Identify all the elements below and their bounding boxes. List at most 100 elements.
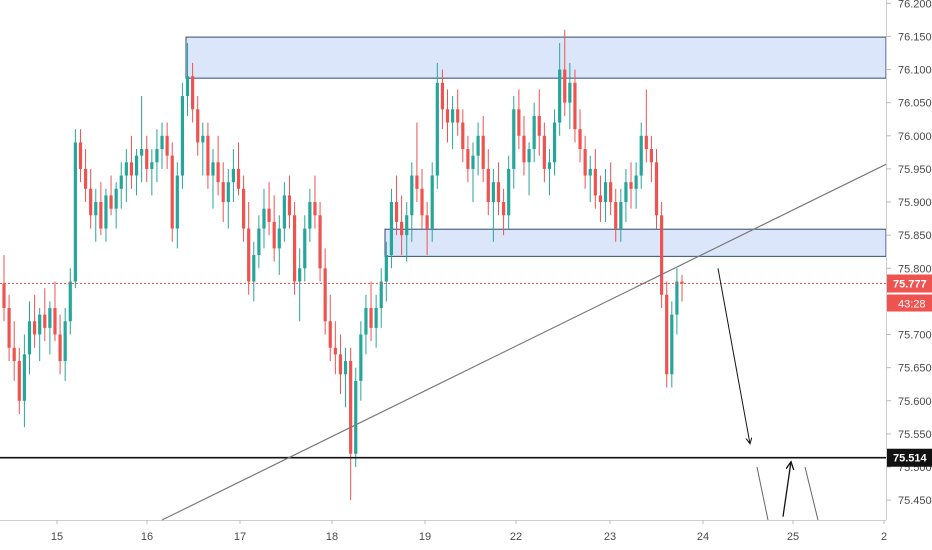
time-tick-label: 16 — [141, 531, 153, 543]
time-tick-label: 19 — [419, 531, 431, 543]
time-tick-label: 25 — [787, 531, 799, 543]
candle-body — [532, 115, 536, 150]
price-tick-label: 76.000 — [898, 131, 932, 143]
candle-body — [298, 268, 302, 282]
candle-body — [12, 347, 16, 362]
price-tick-label: 75.850 — [898, 230, 932, 242]
candle-body — [201, 135, 205, 143]
candle-body — [415, 175, 419, 189]
candle-body — [374, 308, 378, 328]
candle-body — [476, 135, 480, 156]
candle-body — [267, 208, 271, 222]
candle-body — [440, 82, 445, 110]
candle-body — [563, 69, 567, 103]
time-tick-label: 23 — [604, 531, 616, 543]
candle-body — [603, 182, 608, 203]
candle-body — [481, 135, 485, 169]
drawings-layer — [0, 163, 887, 521]
candle-body — [231, 168, 235, 183]
candle-body — [496, 182, 501, 203]
candle-body — [7, 308, 11, 348]
price-tick-label: 75.900 — [898, 197, 932, 209]
candle-body — [634, 175, 638, 189]
candle-body — [369, 308, 373, 328]
candle-body — [394, 202, 399, 222]
candle-body — [53, 308, 57, 335]
candle-body — [2, 283, 6, 309]
candle-body — [145, 149, 149, 169]
candle-body — [338, 354, 343, 375]
candle-body — [124, 162, 128, 176]
price-tick-label: 75.600 — [898, 396, 932, 408]
candle-body — [180, 96, 185, 176]
candle-body — [491, 182, 495, 203]
candle-body — [303, 228, 307, 269]
price-axis[interactable]: 76.200 76.150 76.100 76.050 76.000 75.950 75.9… — [886, 0, 932, 520]
candle-body — [542, 135, 546, 169]
candle-body — [354, 380, 358, 454]
candle-body — [191, 76, 195, 110]
candle-body — [170, 155, 174, 229]
candle-body — [435, 82, 439, 176]
candle-body — [665, 294, 669, 375]
candle-body — [629, 182, 633, 189]
candle-body — [241, 188, 246, 229]
time-axis[interactable]: 15 16 17 18 19 22 23 24 25 2 — [0, 520, 887, 543]
candle-body — [38, 314, 42, 335]
candle-body — [155, 149, 159, 163]
candle-body — [619, 202, 623, 229]
candle-body — [568, 82, 572, 103]
candle-body — [522, 135, 526, 163]
candle-body — [104, 195, 108, 229]
candle-body — [134, 155, 139, 176]
candle-body — [308, 202, 312, 229]
price-tick-label: 75.800 — [898, 263, 932, 275]
candle-body — [343, 361, 348, 375]
candle-body — [150, 162, 154, 169]
candle-body — [384, 255, 388, 282]
candle-body — [58, 334, 62, 362]
supply-zone-1 — [185, 36, 887, 79]
last-price-badge — [887, 274, 932, 293]
candle-body — [323, 268, 327, 322]
candle-body — [211, 162, 215, 176]
candle-body — [22, 354, 26, 401]
countdown-badge-label: 43:28 — [898, 299, 926, 311]
projection-zigzag — [756, 466, 769, 521]
candle-body — [282, 195, 286, 229]
trendline[interactable] — [161, 163, 887, 521]
candle-body — [333, 347, 337, 355]
candle-body — [32, 321, 37, 335]
candle-body — [359, 334, 363, 381]
candle-body — [119, 175, 123, 189]
candle-body — [420, 188, 424, 216]
candle-body — [609, 182, 613, 203]
candle-body — [680, 281, 684, 284]
candle-body — [140, 149, 144, 156]
candle-body — [221, 182, 225, 203]
candle-body — [660, 215, 664, 295]
candle-body — [129, 162, 134, 176]
countdown-badge — [887, 294, 932, 312]
projection-arrow-down[interactable] — [717, 268, 750, 444]
price-tick-label: 75.700 — [898, 330, 932, 342]
price-tick-label: 76.200 — [898, 0, 932, 10]
candle-body — [675, 281, 679, 315]
candle-body — [94, 202, 98, 216]
zones-layer — [185, 36, 887, 257]
support-level-badge-label: 75.514 — [893, 453, 928, 465]
candle-body — [216, 162, 220, 183]
support-level-badge — [887, 448, 932, 467]
candle-body — [68, 281, 72, 322]
candle-body — [466, 149, 470, 169]
price-tick-label: 76.050 — [898, 98, 932, 110]
candle-body — [573, 82, 577, 130]
candle-body — [48, 308, 52, 328]
candle-body — [287, 195, 292, 216]
projection-arrow-up[interactable] — [782, 462, 791, 517]
candle-body — [165, 135, 169, 156]
candle-body — [537, 115, 541, 136]
badges-layer: 75.777 43:28 75.514 — [887, 274, 932, 467]
candle-body — [517, 109, 521, 136]
time-tick-label: 22 — [510, 531, 522, 543]
